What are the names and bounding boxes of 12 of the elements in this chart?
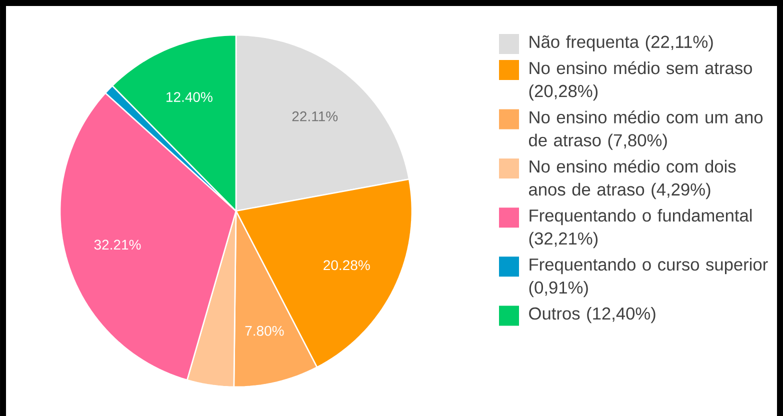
- legend-label: Não frequenta (22,11%): [530, 35, 713, 52]
- legend-label: Frequentando o fundamental (32,21%): [529, 208, 752, 248]
- legend-label: No ensino médio com dois anos de atraso (4,29%): [529, 160, 736, 200]
- data-label: 7.80%: [245, 326, 284, 336]
- data-label: 32.21%: [94, 240, 141, 250]
- legend-label: Outros (12,40%): [529, 306, 656, 324]
- data-label: 22.11%: [292, 111, 338, 122]
- legend-label: No ensino médio sem atraso (20,28%): [529, 61, 752, 101]
- legend-label: No ensino médio com um ano de atraso (7,80%): [529, 110, 763, 150]
- data-label: 12.40%: [166, 92, 212, 102]
- legend-label: Frequentando o curso superior (0,91%): [529, 258, 768, 298]
- data-label: 20.28%: [324, 260, 370, 270]
